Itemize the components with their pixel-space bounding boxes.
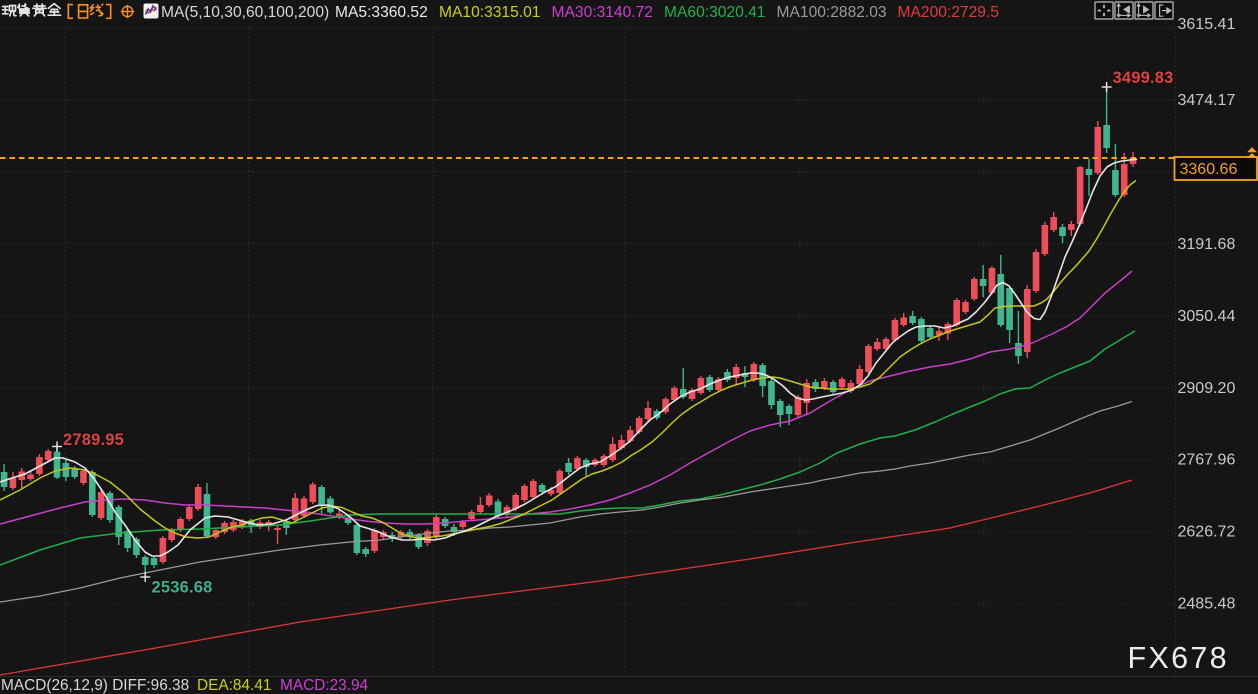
svg-text:2626.72: 2626.72 [1178,524,1236,541]
svg-text:MA10:3315.01: MA10:3315.01 [439,4,540,21]
svg-text:MA60:3020.41: MA60:3020.41 [664,4,765,21]
svg-text:FX678: FX678 [1128,641,1229,675]
svg-text:MA30:3140.72: MA30:3140.72 [552,4,653,21]
svg-text:MA5:3360.52: MA5:3360.52 [335,4,428,21]
svg-text:2789.95: 2789.95 [63,431,124,449]
svg-text:2485.48: 2485.48 [1178,595,1236,612]
svg-text:3050.44: 3050.44 [1178,308,1236,325]
svg-text:3499.83: 3499.83 [1113,69,1174,87]
svg-text:MACD:23.94: MACD:23.94 [280,677,369,694]
svg-text:MA200:2729.5: MA200:2729.5 [898,4,1000,21]
svg-text:MACD(26,12,9) DIFF:96.38: MACD(26,12,9) DIFF:96.38 [1,677,189,694]
svg-text:3615.41: 3615.41 [1178,16,1236,33]
svg-text:2909.20: 2909.20 [1178,380,1236,397]
svg-text:3360.66: 3360.66 [1180,161,1238,178]
svg-text:3191.68: 3191.68 [1178,236,1236,253]
svg-text:3474.17: 3474.17 [1178,92,1236,109]
svg-text:MA100:2882.03: MA100:2882.03 [777,4,887,21]
svg-text:DEA:84.41: DEA:84.41 [197,677,271,694]
svg-text:2536.68: 2536.68 [152,579,213,597]
svg-text:MA(5,10,30,60,100,200): MA(5,10,30,60,100,200) [161,4,329,21]
svg-text:2767.96: 2767.96 [1178,452,1236,469]
